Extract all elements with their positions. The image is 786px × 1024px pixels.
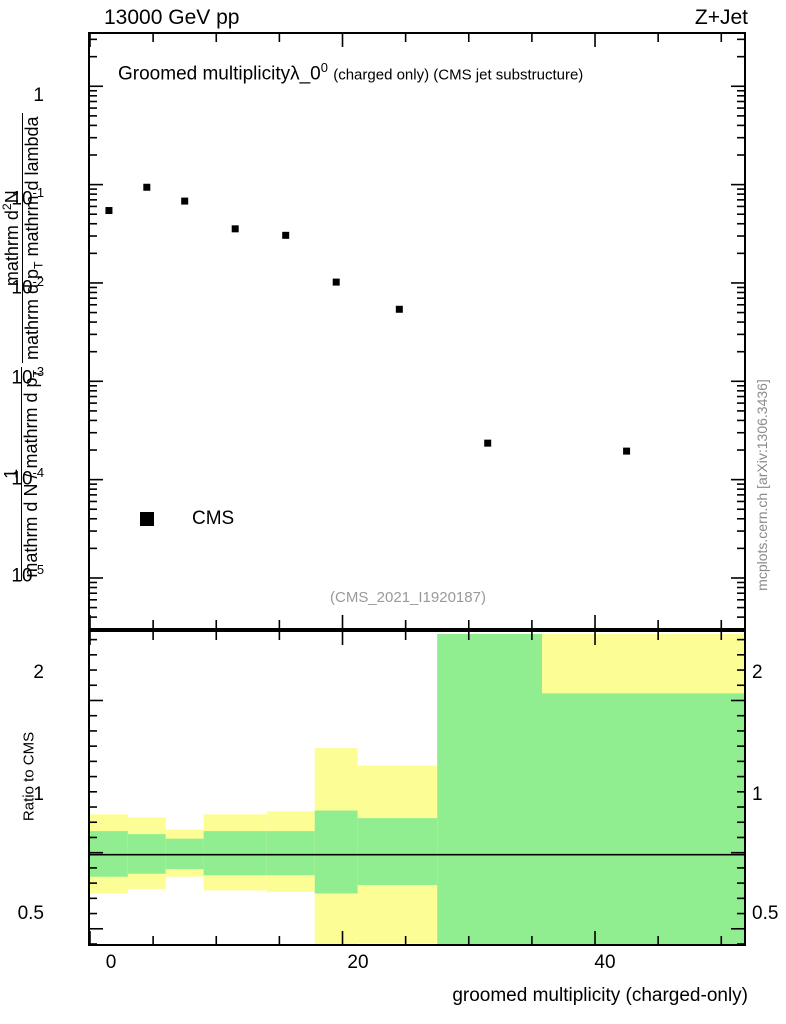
plot-title-main: Groomed multiplicity	[118, 63, 291, 85]
plot-title-lambda: λ_0	[290, 63, 321, 85]
data-point-marker	[105, 207, 113, 215]
x-axis-label: groomed multiplicity (charged-only)	[452, 985, 748, 1006]
y-tick-label-1e-4: 10-4	[11, 465, 44, 490]
ratio-band-inner	[437, 634, 542, 944]
legend-label-cms: CMS	[192, 508, 235, 529]
y-tick-label-1e-1: 10-1	[11, 185, 44, 210]
ratio-band-inner	[357, 818, 438, 886]
data-point-marker	[332, 278, 340, 286]
main-plot-panel	[88, 32, 746, 630]
data-point-marker	[143, 183, 151, 191]
plot-title-lambda-exponent: 0	[320, 60, 328, 75]
analysis-id-watermark: (CMS_2021_I1920187)	[330, 589, 486, 606]
ratio-y-tick-label-left-1: 1	[33, 784, 44, 805]
data-point-marker	[395, 305, 403, 313]
ratio-band-inner	[266, 831, 315, 876]
ratio-y-tick-label-right-1: 1	[752, 784, 763, 805]
y-tick-label-1e-3: 10-3	[11, 364, 44, 389]
x-tick-label-20: 20	[347, 952, 369, 973]
y-tick-label-1e-2: 10-2	[11, 274, 44, 299]
data-point-marker	[181, 197, 189, 205]
x-tick-label-0: 0	[105, 952, 117, 973]
ratio-band-inner	[541, 693, 744, 944]
ratio-band-inner	[203, 831, 267, 876]
ratio-band-chart	[90, 634, 744, 944]
ratio-y-tick-label-left-0.5: 0.5	[17, 903, 44, 924]
ratio-y-tick-label-left-2: 2	[33, 662, 44, 683]
ratio-band-inner	[314, 810, 358, 894]
ratio-y-tick-label-right-0.5: 0.5	[752, 903, 779, 924]
data-point-marker	[231, 225, 239, 233]
beam-energy-label: 13000 GeV pp	[104, 6, 240, 29]
ratio-plot-panel	[88, 630, 746, 946]
y-tick-label-1: 1	[33, 85, 44, 106]
legend: CMS	[140, 508, 234, 530]
process-label: Z+Jet	[694, 6, 748, 29]
legend-marker-cms	[140, 512, 154, 526]
data-point-marker	[484, 439, 492, 447]
plot-title-qualifier: (charged only) (CMS jet substructure)	[333, 66, 584, 84]
data-point-marker	[623, 447, 631, 455]
x-tick-label-40: 40	[594, 952, 616, 973]
plot-title: Groomed multiplicityλ_00 (charged only) …	[118, 60, 583, 85]
ratio-y-tick-label-right-2: 2	[752, 662, 763, 683]
data-point-marker	[282, 231, 290, 239]
y-tick-label-1e-5: 10-5	[11, 562, 44, 587]
